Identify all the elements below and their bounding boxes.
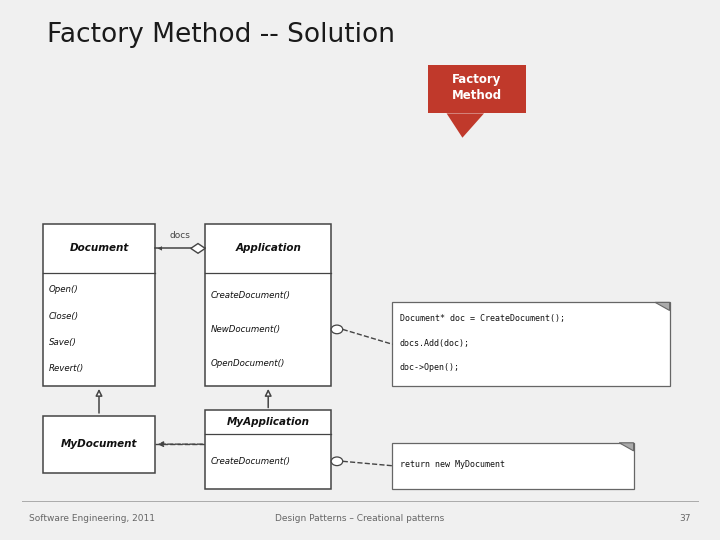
Text: Software Engineering, 2011: Software Engineering, 2011 xyxy=(29,514,155,523)
Polygon shape xyxy=(446,113,484,138)
Bar xyxy=(43,224,155,386)
Polygon shape xyxy=(655,302,670,310)
Bar xyxy=(43,416,155,472)
Text: MyApplication: MyApplication xyxy=(227,417,310,427)
Text: 37: 37 xyxy=(680,514,691,523)
Text: Application: Application xyxy=(235,244,301,253)
Text: CreateDocument(): CreateDocument() xyxy=(211,457,291,466)
Text: return new MyDocument: return new MyDocument xyxy=(400,460,505,469)
Text: Open(): Open() xyxy=(49,285,78,294)
Polygon shape xyxy=(619,443,634,451)
Bar xyxy=(392,443,634,489)
Text: OpenDocument(): OpenDocument() xyxy=(211,359,285,368)
Bar xyxy=(205,224,331,386)
Text: Factory Method -- Solution: Factory Method -- Solution xyxy=(47,22,395,48)
Text: MyDocument: MyDocument xyxy=(60,439,138,449)
Text: Factory
Method: Factory Method xyxy=(452,73,502,102)
Text: Close(): Close() xyxy=(49,312,79,321)
Text: docs: docs xyxy=(170,231,190,240)
Text: Document: Document xyxy=(69,244,129,253)
Bar xyxy=(428,65,526,113)
Polygon shape xyxy=(191,244,205,253)
Text: Save(): Save() xyxy=(49,338,77,347)
Text: Revert(): Revert() xyxy=(49,364,84,374)
Text: doc->Open();: doc->Open(); xyxy=(400,363,459,372)
Text: docs.Add(doc);: docs.Add(doc); xyxy=(400,339,469,348)
Bar xyxy=(392,302,670,386)
Text: NewDocument(): NewDocument() xyxy=(211,325,281,334)
Text: Design Patterns – Creational patterns: Design Patterns – Creational patterns xyxy=(275,514,445,523)
Circle shape xyxy=(331,457,343,465)
Circle shape xyxy=(331,325,343,334)
Bar xyxy=(205,410,331,489)
Text: Document* doc = CreateDocument();: Document* doc = CreateDocument(); xyxy=(400,314,564,323)
Text: CreateDocument(): CreateDocument() xyxy=(211,291,291,300)
